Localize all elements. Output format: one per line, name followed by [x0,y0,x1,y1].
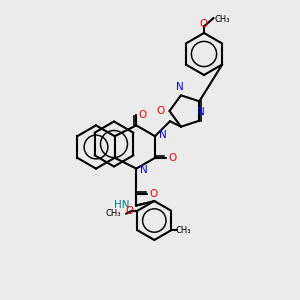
Text: O: O [168,153,176,163]
Text: O: O [157,106,165,116]
Text: O: O [126,206,134,216]
Text: N: N [159,130,167,140]
Text: N: N [197,107,205,117]
Text: O: O [149,189,158,199]
Text: CH₃: CH₃ [176,226,191,235]
Text: CH₃: CH₃ [214,15,230,24]
Text: HN: HN [114,200,130,211]
Text: N: N [176,82,183,92]
Text: O: O [200,19,208,28]
Text: CH₃: CH₃ [105,209,121,218]
Text: O: O [139,110,147,120]
Text: N: N [140,165,148,175]
